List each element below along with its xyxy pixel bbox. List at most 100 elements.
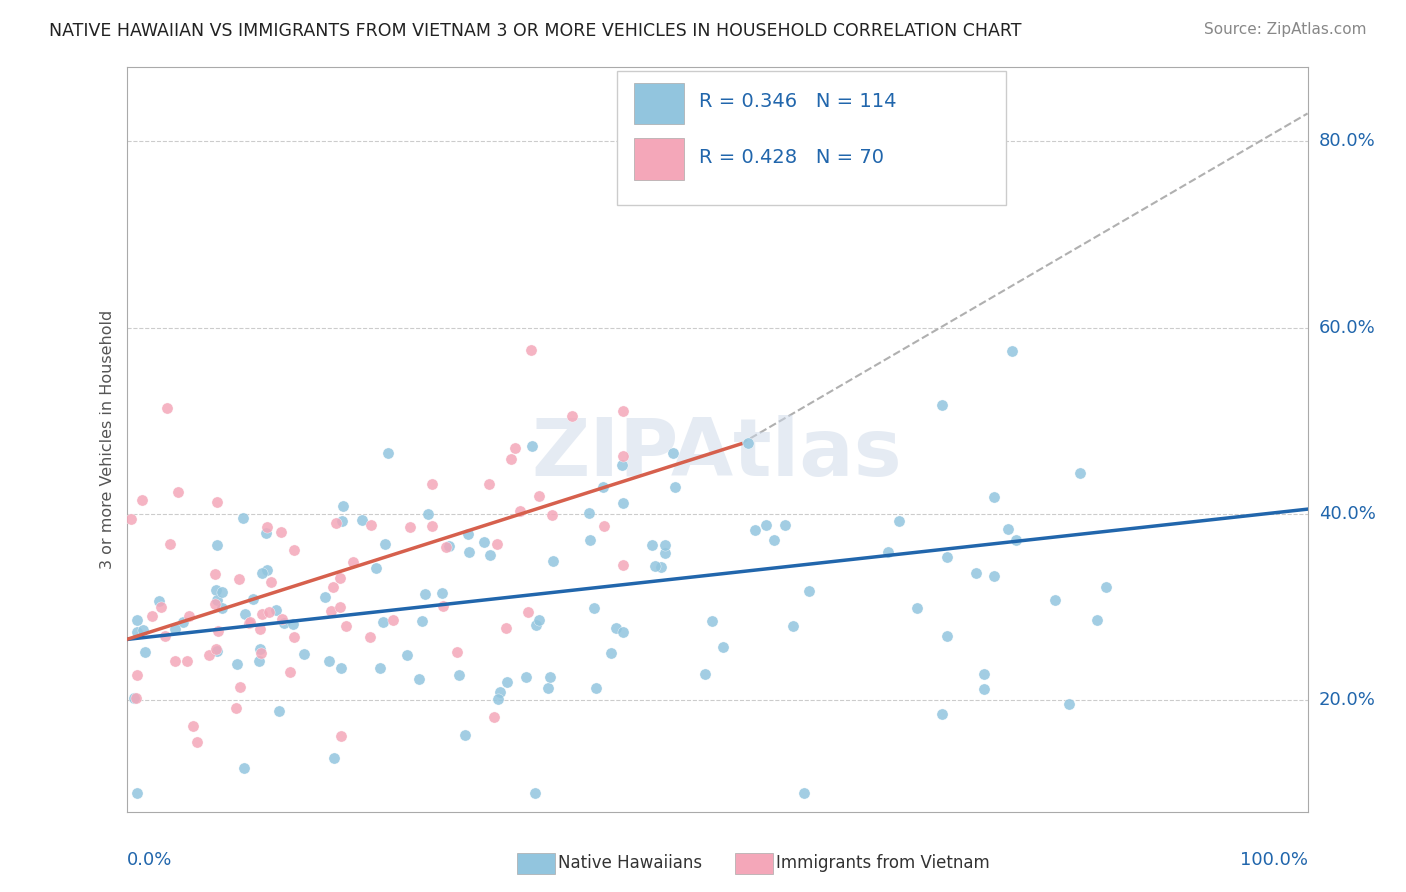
Point <box>432 599 454 613</box>
Point <box>538 670 561 684</box>
Text: R = 0.428   N = 70: R = 0.428 N = 70 <box>699 148 884 168</box>
Point <box>204 567 226 582</box>
Text: Native Hawaiians: Native Hawaiians <box>558 855 703 872</box>
Point <box>478 548 501 562</box>
Text: 20.0%: 20.0% <box>1319 691 1375 709</box>
Point <box>644 558 666 573</box>
Point <box>249 641 271 656</box>
Text: Source: ZipAtlas.com: Source: ZipAtlas.com <box>1204 22 1367 37</box>
Point <box>381 613 404 627</box>
Point <box>484 709 506 723</box>
Point <box>330 729 353 743</box>
Point <box>156 401 179 415</box>
Point <box>125 668 148 682</box>
Point <box>181 719 204 733</box>
Point <box>519 343 541 357</box>
Point <box>283 543 305 558</box>
Point <box>165 654 187 668</box>
Point <box>131 493 153 508</box>
Point <box>342 555 364 569</box>
Point <box>205 495 228 509</box>
Point <box>198 648 221 662</box>
Point <box>249 646 271 660</box>
Point <box>782 619 804 633</box>
Point <box>478 477 501 491</box>
Point <box>1001 344 1024 359</box>
Point <box>211 584 233 599</box>
Point <box>325 516 347 530</box>
Point <box>329 571 352 585</box>
Point <box>1069 466 1091 480</box>
FancyBboxPatch shape <box>634 83 683 124</box>
Point <box>250 607 273 621</box>
Point <box>499 452 522 467</box>
Point <box>125 691 148 706</box>
Point <box>983 569 1005 583</box>
Point <box>314 591 336 605</box>
Point <box>225 657 247 671</box>
Point <box>973 682 995 697</box>
Point <box>583 600 606 615</box>
Point <box>257 605 280 619</box>
Point <box>1059 697 1081 711</box>
Point <box>755 517 778 532</box>
Point <box>368 661 391 675</box>
Point <box>516 605 538 619</box>
Point <box>273 616 295 631</box>
Point <box>605 621 627 635</box>
Point <box>211 601 233 615</box>
Point <box>318 654 340 668</box>
Point <box>256 563 278 577</box>
Point <box>134 644 156 658</box>
Point <box>207 538 229 552</box>
Point <box>254 525 277 540</box>
Point <box>127 613 149 627</box>
Point <box>232 511 254 525</box>
Point <box>965 566 987 580</box>
Point <box>524 618 547 632</box>
Point <box>233 761 256 775</box>
Point <box>207 624 229 639</box>
Point <box>374 537 396 551</box>
Point <box>515 670 537 684</box>
Point <box>905 600 928 615</box>
Text: 80.0%: 80.0% <box>1319 132 1375 151</box>
Point <box>457 545 479 559</box>
Point <box>447 668 470 682</box>
Point <box>434 541 457 555</box>
Point <box>711 640 734 654</box>
Point <box>579 533 602 548</box>
Point <box>520 440 543 454</box>
Point <box>416 507 439 521</box>
Point <box>321 603 343 617</box>
Point <box>330 661 353 675</box>
Point <box>439 540 461 554</box>
Point <box>763 533 786 548</box>
Point <box>242 592 264 607</box>
Point <box>270 524 292 539</box>
Point <box>935 629 957 643</box>
Text: 0.0%: 0.0% <box>127 851 172 869</box>
Point <box>650 560 672 574</box>
Point <box>446 645 468 659</box>
Point <box>176 654 198 668</box>
Point <box>359 630 381 644</box>
Point <box>793 786 815 800</box>
Point <box>773 517 796 532</box>
Point <box>122 691 145 706</box>
Point <box>335 619 357 633</box>
Point <box>935 549 957 564</box>
Point <box>523 786 546 800</box>
FancyBboxPatch shape <box>634 138 683 180</box>
Point <box>599 646 621 660</box>
Point <box>527 489 550 503</box>
Point <box>612 558 634 573</box>
Point <box>744 524 766 538</box>
Point <box>585 681 607 695</box>
Point <box>485 537 508 551</box>
Point <box>283 630 305 644</box>
Point <box>155 629 177 643</box>
Point <box>411 615 433 629</box>
Point <box>167 485 190 500</box>
Point <box>205 582 228 597</box>
